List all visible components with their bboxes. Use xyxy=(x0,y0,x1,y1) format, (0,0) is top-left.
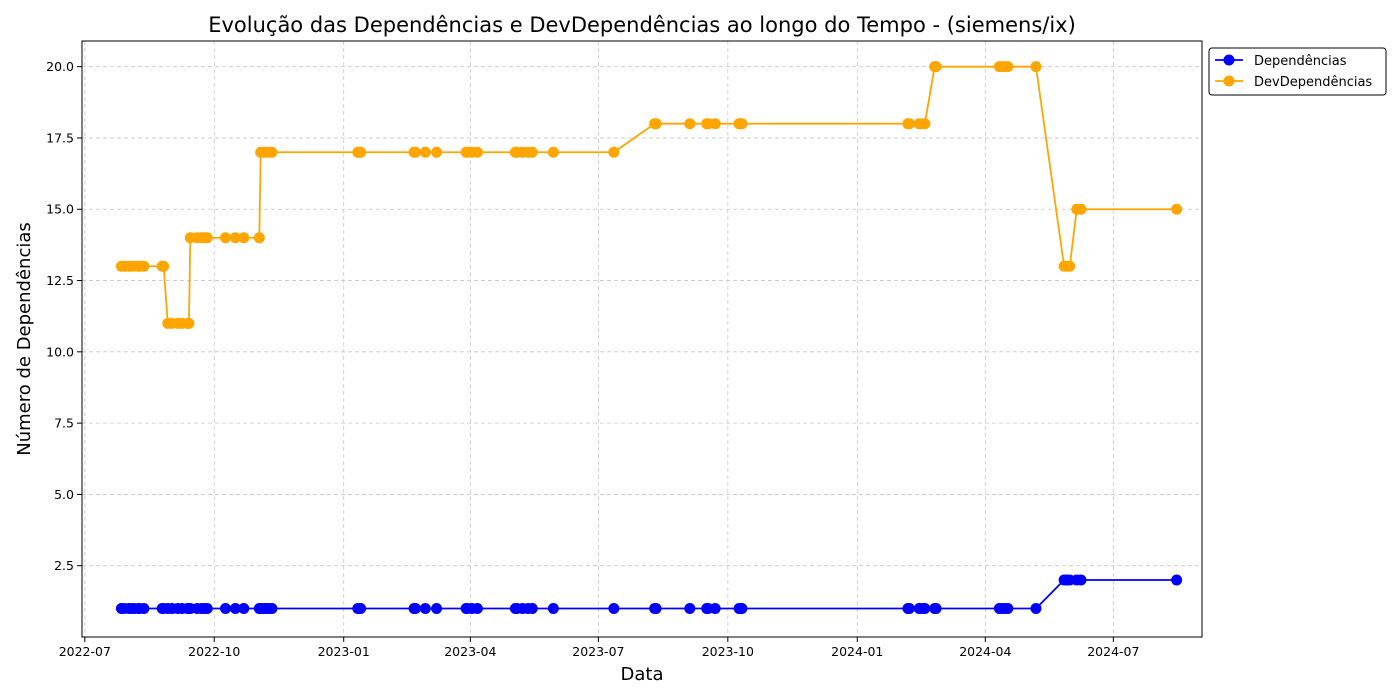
plot-area-frame xyxy=(81,40,1203,638)
data-point xyxy=(431,146,443,158)
data-point xyxy=(608,146,620,158)
data-point xyxy=(409,146,421,158)
y-ticks: 2.5 5.0 7.5 10.0 12.5 15.0 17.5 20.0 xyxy=(46,59,82,573)
data-point xyxy=(138,260,150,272)
data-point xyxy=(220,232,232,244)
series-devdependencias xyxy=(115,61,1183,329)
data-point xyxy=(1002,602,1014,614)
data-point xyxy=(238,232,250,244)
data-point xyxy=(1171,203,1183,215)
data-point xyxy=(419,602,431,614)
y-tick-label: 17.5 xyxy=(46,130,74,145)
x-tick-label: 2022-07 xyxy=(59,644,111,659)
series-line xyxy=(121,65,1177,325)
data-point xyxy=(229,602,241,614)
data-point xyxy=(526,602,538,614)
x-tick-label: 2022-10 xyxy=(188,644,240,659)
data-point xyxy=(266,602,278,614)
data-point xyxy=(229,232,241,244)
data-point xyxy=(903,118,915,130)
x-ticks: 2022-07 2022-10 2023-01 2023-04 2023-07 2023-… xyxy=(59,637,1139,659)
data-point xyxy=(138,602,150,614)
data-point xyxy=(650,118,662,130)
series-layer xyxy=(115,61,1183,614)
data-point xyxy=(220,602,232,614)
x-tick-label: 2024-04 xyxy=(959,644,1011,659)
data-point xyxy=(201,232,213,244)
data-point xyxy=(355,602,367,614)
y-tick-label: 2.5 xyxy=(54,558,74,573)
legend-label-dependencias: Dependências xyxy=(1254,54,1347,69)
data-point xyxy=(409,602,421,614)
data-point xyxy=(650,602,662,614)
y-tick-label: 12.5 xyxy=(46,273,74,288)
x-axis-title: Data xyxy=(621,664,664,685)
series-dependencias xyxy=(115,574,1183,614)
data-point xyxy=(158,260,170,272)
data-point xyxy=(355,146,367,158)
x-tick-label: 2023-10 xyxy=(702,644,754,659)
data-point xyxy=(266,146,278,158)
data-point xyxy=(547,602,559,614)
y-tick-label: 15.0 xyxy=(46,202,74,217)
y-tick-label: 5.0 xyxy=(54,487,74,502)
legend-marker-devdependencias xyxy=(1223,75,1235,87)
legend-frame xyxy=(1208,47,1387,96)
x-tick-label: 2024-07 xyxy=(1087,644,1139,659)
series-line xyxy=(121,579,1177,610)
data-point xyxy=(238,602,250,614)
data-point xyxy=(471,602,483,614)
data-point xyxy=(201,602,213,614)
data-point xyxy=(526,146,538,158)
data-point xyxy=(183,317,195,329)
data-point xyxy=(1075,203,1087,215)
data-point xyxy=(608,602,620,614)
data-point xyxy=(684,118,696,130)
y-tick-label: 20.0 xyxy=(46,59,74,74)
data-point xyxy=(736,118,748,130)
data-point xyxy=(547,146,559,158)
data-point xyxy=(709,118,721,130)
data-point xyxy=(471,146,483,158)
data-point xyxy=(1171,574,1183,586)
data-point xyxy=(1075,574,1087,586)
data-point xyxy=(930,61,942,73)
data-point xyxy=(431,602,443,614)
data-point xyxy=(919,602,931,614)
data-point xyxy=(1064,260,1076,272)
data-point xyxy=(903,602,915,614)
x-tick-label: 2023-07 xyxy=(572,644,624,659)
data-point xyxy=(684,602,696,614)
data-point xyxy=(1030,61,1042,73)
data-point xyxy=(1030,602,1042,614)
data-point xyxy=(709,602,721,614)
grid-layer xyxy=(82,41,1202,637)
y-tick-label: 7.5 xyxy=(54,416,74,431)
data-point xyxy=(919,118,931,130)
data-point xyxy=(419,146,431,158)
x-tick-label: 2023-01 xyxy=(318,644,370,659)
y-axis-title: Número de Dependências xyxy=(14,222,35,456)
data-point xyxy=(736,602,748,614)
x-tick-label: 2024-01 xyxy=(831,644,883,659)
data-point xyxy=(930,602,942,614)
y-tick-label: 10.0 xyxy=(46,344,74,359)
legend-label-devdependencias: DevDependências xyxy=(1254,75,1372,90)
x-tick-label: 2023-04 xyxy=(444,644,496,659)
chart-title: Evolução das Dependências e DevDependênc… xyxy=(208,13,1076,37)
data-point xyxy=(253,232,265,244)
data-point xyxy=(1002,61,1014,73)
legend-marker-dependencias xyxy=(1223,54,1235,66)
legend: Dependências DevDependências xyxy=(1208,47,1387,96)
